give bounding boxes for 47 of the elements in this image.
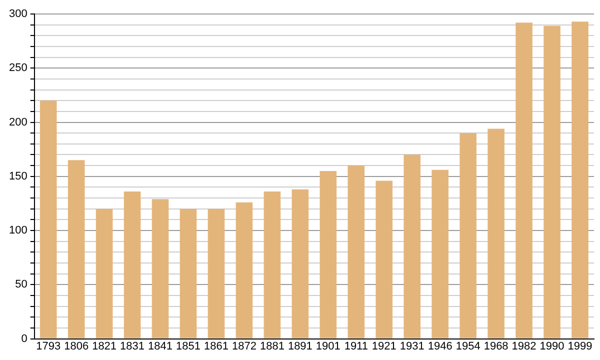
x-tick-label: 1861 xyxy=(204,340,228,352)
x-tick-label: 1831 xyxy=(120,340,145,352)
bar xyxy=(96,208,113,338)
y-tick-label: 0 xyxy=(21,332,28,345)
bar xyxy=(124,192,141,338)
bar xyxy=(432,170,448,338)
y-tick-label: 50 xyxy=(15,278,28,291)
x-tick-label: 1872 xyxy=(232,340,256,352)
x-tick-label: 1793 xyxy=(36,340,61,352)
y-tick-label: 250 xyxy=(8,62,28,74)
bar xyxy=(376,180,393,338)
y-tick-label: 150 xyxy=(8,170,28,182)
bar xyxy=(68,160,85,338)
x-tick-label: 1851 xyxy=(176,340,200,352)
x-tick-label: 1931 xyxy=(400,340,424,352)
bar xyxy=(292,189,309,338)
x-tick-label: 1982 xyxy=(512,340,536,352)
x-tick-label: 1946 xyxy=(428,340,452,352)
x-tick-label: 1901 xyxy=(316,340,340,352)
bar xyxy=(516,22,532,338)
y-tick-label: 100 xyxy=(8,224,28,237)
bar xyxy=(180,208,197,338)
bar xyxy=(320,170,337,338)
bar xyxy=(572,22,588,338)
x-tick-label: 1968 xyxy=(484,340,508,352)
y-tick-label: 300 xyxy=(8,8,28,20)
bar xyxy=(404,154,421,338)
x-tick-label: 1891 xyxy=(288,340,312,352)
x-tick-label: 1921 xyxy=(372,340,396,352)
x-tick-label: 1911 xyxy=(344,340,368,352)
x-tick-label: 1990 xyxy=(540,340,564,352)
bar xyxy=(40,100,57,338)
bar xyxy=(488,128,504,338)
bar xyxy=(544,26,560,338)
x-tick-label: 1821 xyxy=(92,340,117,352)
x-tick-label: 1881 xyxy=(260,340,284,352)
x-tick-label: 1999 xyxy=(568,340,592,352)
x-tick-label: 1954 xyxy=(456,340,480,352)
x-tick-label: 1806 xyxy=(64,340,89,352)
bar xyxy=(348,166,365,338)
bar xyxy=(264,192,281,338)
bar xyxy=(460,133,476,338)
x-tick-label: 1841 xyxy=(148,340,173,352)
bar xyxy=(208,208,225,338)
bar xyxy=(152,199,169,338)
bar xyxy=(236,202,253,338)
y-tick-label: 200 xyxy=(8,116,28,128)
